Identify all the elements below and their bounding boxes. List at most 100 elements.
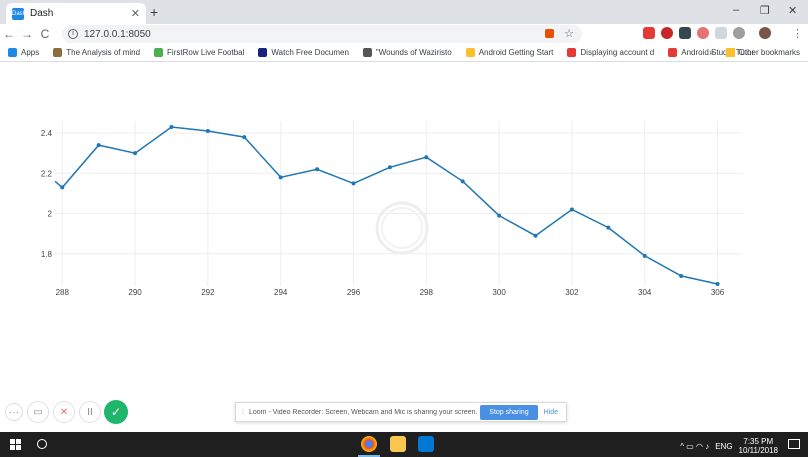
stop-sharing-button[interactable]: Stop sharing [480,404,538,420]
clock[interactable]: 7:35 PM 10/11/2018 [739,437,778,455]
data-point [606,225,611,230]
bookmark-item[interactable]: FirstRow Live Footbal [154,48,244,57]
bookmarks-overflow-button[interactable]: » [709,48,714,57]
recorder-pause-button[interactable]: II [79,401,101,423]
clock-date: 10/11/2018 [738,446,778,455]
data-point [497,213,502,218]
bookmark-label: FirstRow Live Footbal [167,48,245,57]
bookmark-label: Displaying account d [580,48,655,57]
data-point [642,253,647,258]
clock-time: 7:35 PM [743,437,774,446]
tray-icons[interactable]: ^ ▭ ◠ ♪ [680,441,710,451]
youtube-icon [668,48,678,57]
loom-sharing-bar: ⁞ Loom - Video Recorder: Screen, Webcam … [235,402,567,422]
data-point [315,167,320,172]
action-center-icon[interactable] [788,439,800,449]
browser-menu-icon[interactable]: ⋮ [792,28,803,40]
extension-a-icon[interactable] [643,27,655,39]
extension-b-icon[interactable] [661,27,673,39]
data-point [205,129,210,134]
loom-message: Loom - Video Recorder: Screen, Webcam an… [248,408,478,416]
bookmark-label: "Wounds of Waziristo [375,48,452,57]
data-point [278,175,283,180]
bookmark-item[interactable]: Android Getting Start [465,48,554,57]
new-tab-button[interactable]: + [150,4,159,20]
data-point [715,282,720,286]
recorder-more-button[interactable]: ··· [5,403,23,421]
x-axis-ticks: 288 290 292 294 296 298 300 302 304 306 [56,288,725,297]
apps-bookmark[interactable]: Apps [8,48,39,57]
reload-button[interactable]: C [40,27,50,41]
series-line [54,126,718,285]
bookmark-icon [53,48,63,57]
x-tick-label: 298 [420,288,434,297]
file-explorer-icon[interactable] [390,436,406,452]
extension-f-icon[interactable] [733,27,745,39]
info-icon[interactable]: i [68,29,78,39]
bookmark-item[interactable]: Watch Free Documen [258,48,349,57]
cast-icon[interactable] [545,29,554,38]
language-indicator[interactable]: ENG [715,441,733,451]
forward-button[interactable]: → [21,27,33,41]
extension-c-icon[interactable] [679,27,691,39]
bookmark-item[interactable]: Android Studio Tutor [668,48,754,57]
x-tick-label: 290 [128,288,142,297]
hide-button[interactable]: Hide [543,408,558,416]
x-tick-label: 300 [492,288,506,297]
bookmarks-bar: Apps The Analysis of mind FirstRow Live … [0,44,808,62]
recorder-cancel-button[interactable]: ✕ [53,401,75,423]
bookmark-star-icon[interactable]: ☆ [564,28,574,40]
chart-grid [55,121,743,286]
tab-close-icon[interactable]: ✕ [130,8,140,20]
bookmark-icon [258,48,268,57]
data-point [569,207,574,212]
bookmark-item[interactable]: Displaying account d [567,48,654,57]
bookmark-item[interactable]: The Analysis of mind [53,48,140,57]
close-window-button[interactable]: ✕ [788,5,798,17]
data-point [533,233,538,238]
x-tick-label: 302 [565,288,579,297]
x-tick-label: 288 [56,288,70,297]
back-button[interactable]: ← [3,27,15,41]
x-tick-label: 296 [347,288,361,297]
series-points [60,125,720,286]
bookmark-icon [465,48,475,57]
cortana-search-icon[interactable] [37,439,47,449]
bookmark-label: Android Studio Tutor [681,48,755,57]
data-point [460,179,465,184]
profile-avatar[interactable] [759,27,771,39]
folder-icon [725,48,735,57]
extension-e-icon[interactable] [715,27,727,39]
apps-grid-icon [8,48,17,57]
url-text: 127.0.0.1:8050 [84,28,151,40]
minimize-button[interactable]: – [733,4,740,16]
data-point [169,125,174,129]
x-tick-label: 294 [274,288,288,297]
data-point [60,185,65,190]
maximize-button[interactable]: ❐ [760,5,770,17]
other-bookmarks[interactable]: » Other bookmarks [709,48,800,57]
windows-start-icon[interactable] [10,439,21,450]
tab-dash[interactable]: Dash Dash ✕ [6,3,146,24]
bookmark-item[interactable]: "Wounds of Waziristo [362,48,452,57]
apps-label: Apps [21,48,40,57]
data-point [679,273,684,278]
vscode-icon[interactable] [418,436,434,452]
drag-handle-icon[interactable]: ⁞ [242,408,244,416]
extension-d-icon[interactable] [697,27,709,39]
extension-icons [643,27,771,39]
dash-favicon-icon: Dash [12,7,26,20]
y-tick-label: 2 [48,210,53,219]
recorder-done-button[interactable]: ✓ [104,400,128,424]
line-chart[interactable]: 288 290 292 294 296 298 300 302 304 306 1.8 2 2.2 2.… [0,62,808,402]
bookmark-icon [154,48,164,57]
data-point [424,155,429,160]
y-tick-label: 1.8 [41,250,53,259]
bookmark-label: Android Getting Start [478,48,554,57]
address-bar[interactable]: i 127.0.0.1:8050 ☆ [62,25,582,43]
chrome-taskbar-icon[interactable] [361,436,377,452]
y-tick-label: 2.2 [41,169,53,178]
youtube-icon [567,48,577,57]
recorder-camera-button[interactable]: ▭ [27,401,49,423]
other-bookmarks-label: Other bookmarks [738,48,800,57]
